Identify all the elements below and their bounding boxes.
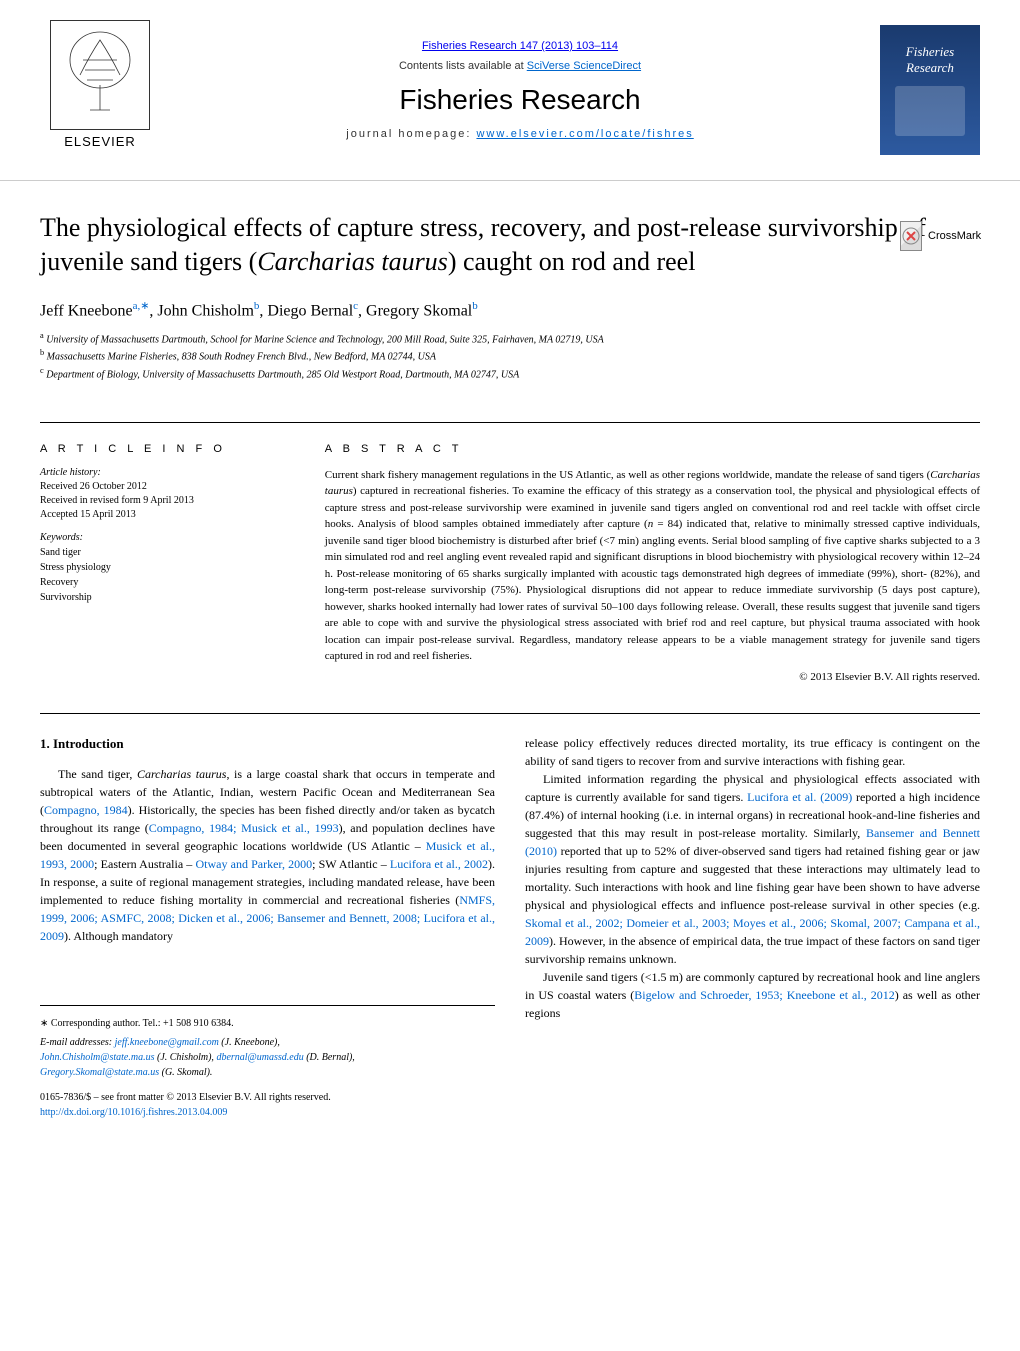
volume-link[interactable]: Fisheries Research 147 (2013) 103–114 xyxy=(160,40,880,52)
citation-link[interactable]: Bigelow and Schroeder, 1953; Kneebone et… xyxy=(634,988,894,1002)
author: John Chisholm xyxy=(157,302,253,319)
doi-link[interactable]: http://dx.doi.org/10.1016/j.fishres.2013… xyxy=(40,1107,227,1118)
body-paragraph: The sand tiger, Carcharias taurus, is a … xyxy=(40,765,495,945)
keywords-list: Sand tiger Stress physiology Recovery Su… xyxy=(40,545,295,605)
article-title: The physiological effects of capture str… xyxy=(40,211,980,279)
abstract-column: a b s t r a c t Current shark fishery ma… xyxy=(325,443,980,683)
article-history: Received 26 October 2012 Received in rev… xyxy=(40,480,295,522)
meta-section: a r t i c l e i n f o Article history: R… xyxy=(0,433,1020,703)
publisher-name: ELSEVIER xyxy=(64,134,136,149)
article-info-heading: a r t i c l e i n f o xyxy=(40,443,295,455)
issn-line: 0165-7836/$ – see front matter © 2013 El… xyxy=(40,1090,495,1105)
citation-link[interactable]: Lucifora et al. (2009) xyxy=(747,790,852,804)
contents-line: Contents lists available at SciVerse Sci… xyxy=(160,60,880,72)
email-link[interactable]: John.Chisholm@state.ma.us xyxy=(40,1052,154,1063)
email-list: E-mail addresses: jeff.kneebone@gmail.co… xyxy=(40,1035,495,1080)
author: Gregory Skomal xyxy=(366,302,472,319)
crossmark-badge[interactable]: CrossMark xyxy=(900,211,980,261)
footer-notes: ∗ Corresponding author. Tel.: +1 508 910… xyxy=(40,1005,495,1080)
homepage-link[interactable]: www.elsevier.com/locate/fishres xyxy=(476,128,693,140)
email-link[interactable]: dbernal@umassd.edu xyxy=(216,1052,303,1063)
bottom-meta: 0165-7836/$ – see front matter © 2013 El… xyxy=(40,1080,495,1130)
publisher-logo: ELSEVIER xyxy=(40,20,160,160)
article-info-column: a r t i c l e i n f o Article history: R… xyxy=(40,443,295,683)
journal-header: ELSEVIER Fisheries Research 147 (2013) 1… xyxy=(0,0,1020,181)
author: Diego Bernal xyxy=(267,302,353,319)
homepage-line: journal homepage: www.elsevier.com/locat… xyxy=(160,128,880,140)
authors-list: Jeff Kneebonea,∗, John Chisholmb, Diego … xyxy=(40,299,980,320)
citation-link[interactable]: Otway and Parker, 2000 xyxy=(195,857,312,871)
email-link[interactable]: Gregory.Skomal@state.ma.us xyxy=(40,1067,159,1078)
divider xyxy=(40,713,980,714)
body-paragraph: Limited information regarding the physic… xyxy=(525,770,980,968)
corresponding-author: ∗ Corresponding author. Tel.: +1 508 910… xyxy=(40,1016,495,1031)
citation-link[interactable]: Compagno, 1984 xyxy=(44,803,128,817)
intro-heading: 1. Introduction xyxy=(40,734,495,754)
keywords-label: Keywords: xyxy=(40,532,295,543)
elsevier-tree-icon xyxy=(50,20,150,130)
divider xyxy=(40,422,980,423)
header-center: Fisheries Research 147 (2013) 103–114 Co… xyxy=(160,40,880,140)
left-column: 1. Introduction The sand tiger, Carchari… xyxy=(40,734,495,1131)
email-link[interactable]: jeff.kneebone@gmail.com xyxy=(115,1037,219,1048)
article-header: CrossMark The physiological effects of c… xyxy=(0,181,1020,412)
sciencedirect-link[interactable]: SciVerse ScienceDirect xyxy=(527,60,641,72)
body-paragraph: Juvenile sand tigers (<1.5 m) are common… xyxy=(525,968,980,1022)
affiliations: a University of Massachusetts Dartmouth,… xyxy=(40,330,980,382)
body-paragraph: release policy effectively reduces direc… xyxy=(525,734,980,770)
crossmark-icon xyxy=(900,221,922,251)
journal-title: Fisheries Research xyxy=(160,84,880,116)
copyright-line: © 2013 Elsevier B.V. All rights reserved… xyxy=(325,671,980,683)
journal-cover-thumbnail: Fisheries Research xyxy=(880,25,980,155)
abstract-text: Current shark fishery management regulat… xyxy=(325,467,980,665)
right-column: release policy effectively reduces direc… xyxy=(525,734,980,1131)
body-section: 1. Introduction The sand tiger, Carchari… xyxy=(0,724,1020,1161)
abstract-heading: a b s t r a c t xyxy=(325,443,980,455)
citation-link[interactable]: Lucifora et al., 2002 xyxy=(390,857,488,871)
history-label: Article history: xyxy=(40,467,295,478)
citation-link[interactable]: Compagno, 1984; Musick et al., 1993 xyxy=(149,821,339,835)
author: Jeff Kneebone xyxy=(40,302,133,319)
